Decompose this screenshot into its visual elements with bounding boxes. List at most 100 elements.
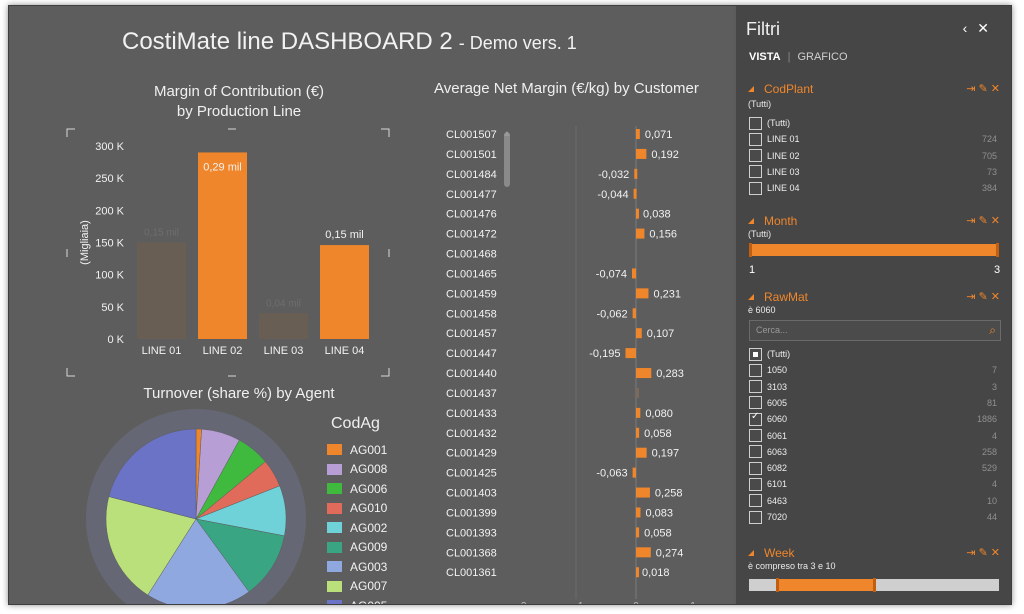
legend-item[interactable]: AG001 bbox=[327, 440, 387, 460]
codplant-summary: (Tutti) bbox=[748, 99, 772, 109]
clear-filter-icon[interactable]: ✕ bbox=[990, 547, 1003, 559]
close-icon[interactable]: ✕ bbox=[977, 20, 999, 36]
legend-item[interactable]: AG007 bbox=[327, 577, 387, 597]
search-icon[interactable]: ⌕ bbox=[989, 323, 996, 337]
tab-grafico[interactable]: GRAFICO bbox=[797, 51, 848, 63]
checkbox[interactable] bbox=[749, 445, 762, 459]
legend-item[interactable]: AG003 bbox=[327, 557, 387, 577]
filter-option[interactable]: 6063 258 bbox=[749, 445, 997, 459]
option-label: 6101 bbox=[767, 479, 788, 490]
checkbox[interactable] bbox=[749, 494, 762, 508]
filter-option[interactable]: 6101 4 bbox=[749, 477, 997, 491]
collapse-triangle-icon[interactable] bbox=[748, 550, 754, 556]
eraser-icon[interactable]: ✎ bbox=[978, 215, 991, 227]
filter-option[interactable]: 1050 7 bbox=[749, 363, 997, 377]
chart-corner-bracket bbox=[66, 128, 75, 137]
checkbox[interactable] bbox=[749, 347, 762, 361]
filter-option[interactable]: 6061 4 bbox=[749, 429, 997, 443]
checkbox[interactable] bbox=[749, 132, 762, 146]
slider-handle[interactable] bbox=[996, 243, 999, 257]
month-header[interactable]: Month bbox=[748, 214, 797, 228]
legend-item[interactable]: AG009 bbox=[327, 538, 387, 558]
bar bbox=[636, 547, 651, 558]
week-actions: ⇥✎✕ bbox=[966, 546, 1003, 559]
filter-option[interactable]: 3103 3 bbox=[749, 380, 997, 394]
checkbox[interactable] bbox=[749, 380, 762, 394]
filter-panel-controls: ‹✕ bbox=[963, 20, 999, 37]
clear-filter-icon[interactable]: ✕ bbox=[990, 215, 1003, 227]
collapse-triangle-icon[interactable] bbox=[748, 218, 754, 224]
net-margin-chart-title: Average Net Margin (€/kg) by Customer bbox=[434, 80, 699, 97]
category-label: CL001361 bbox=[446, 567, 497, 579]
eraser-icon[interactable]: ✎ bbox=[978, 83, 991, 95]
filter-option[interactable]: 7020 44 bbox=[749, 510, 997, 524]
filter-option[interactable]: 6060 1886 bbox=[749, 411, 997, 426]
filter-option[interactable]: 6463 10 bbox=[749, 494, 997, 508]
filter-option[interactable]: (Tutti) bbox=[749, 347, 997, 361]
filter-option[interactable]: 6082 529 bbox=[749, 461, 997, 475]
codplant-header[interactable]: CodPlant bbox=[748, 82, 813, 96]
filter-option[interactable]: LINE 03 73 bbox=[749, 165, 997, 179]
eraser-icon[interactable]: ✎ bbox=[978, 547, 991, 559]
month-slider[interactable] bbox=[749, 243, 999, 257]
data-label: 0,058 bbox=[644, 428, 672, 440]
category-label: CL001507 bbox=[446, 129, 497, 141]
expand-filter-icon[interactable]: ⇥ bbox=[966, 215, 979, 227]
checkbox[interactable] bbox=[749, 429, 762, 442]
filter-option[interactable]: LINE 01 724 bbox=[749, 132, 997, 146]
checkbox[interactable] bbox=[749, 165, 762, 179]
filter-option[interactable]: 6005 81 bbox=[749, 396, 997, 410]
slider-handle[interactable] bbox=[873, 578, 876, 592]
checkbox[interactable] bbox=[749, 510, 762, 524]
legend-item[interactable]: AG006 bbox=[327, 479, 387, 499]
rawmat-header[interactable]: RawMat bbox=[748, 290, 808, 304]
eraser-icon[interactable]: ✎ bbox=[978, 291, 991, 303]
filter-option[interactable]: (Tutti) bbox=[749, 116, 997, 130]
option-count: 3 bbox=[991, 381, 997, 392]
x-tick-label: -2 bbox=[518, 601, 527, 605]
checkbox[interactable] bbox=[749, 477, 762, 491]
filter-option[interactable]: LINE 02 705 bbox=[749, 149, 997, 163]
rawmat-search-input[interactable]: Cerca... ⌕ bbox=[749, 320, 1001, 341]
data-label: -0,195 bbox=[589, 348, 620, 360]
pie-legend: AG001 AG008 AG006 AG010 AG002 AG009 AG003 AG007… bbox=[327, 440, 387, 604]
legend-item[interactable]: AG010 bbox=[327, 499, 387, 519]
legend-label: AG008 bbox=[350, 462, 388, 477]
option-label: 6082 bbox=[767, 463, 788, 474]
checkbox[interactable] bbox=[749, 363, 762, 377]
data-label: -0,044 bbox=[597, 189, 628, 201]
checkbox[interactable] bbox=[749, 116, 762, 130]
legend-item[interactable]: AG005 bbox=[327, 596, 387, 604]
x-tick-label: 1 bbox=[690, 601, 696, 605]
checkbox[interactable] bbox=[749, 396, 762, 410]
expand-filter-icon[interactable]: ⇥ bbox=[966, 291, 979, 303]
week-label: Week bbox=[764, 546, 795, 560]
bar bbox=[636, 328, 642, 339]
slider-handle[interactable] bbox=[749, 243, 752, 257]
bar bbox=[320, 245, 369, 339]
clear-filter-icon[interactable]: ✕ bbox=[990, 83, 1003, 95]
search-placeholder: Cerca... bbox=[756, 325, 788, 335]
week-slider[interactable] bbox=[749, 578, 999, 592]
collapse-triangle-icon[interactable] bbox=[748, 294, 754, 300]
legend-swatch bbox=[327, 561, 342, 573]
expand-filter-icon[interactable]: ⇥ bbox=[966, 83, 979, 95]
week-header[interactable]: Week bbox=[748, 546, 794, 560]
chart-corner-bracket bbox=[381, 368, 390, 377]
checkbox[interactable] bbox=[749, 181, 762, 195]
legend-item[interactable]: AG008 bbox=[327, 460, 387, 480]
filter-option[interactable]: LINE 04 384 bbox=[749, 181, 997, 195]
checkbox[interactable] bbox=[749, 149, 762, 163]
expand-filter-icon[interactable]: ⇥ bbox=[966, 547, 979, 559]
collapse-icon[interactable]: ‹ bbox=[962, 20, 978, 36]
tab-vista[interactable]: VISTA bbox=[749, 51, 781, 63]
x-tick-label: -1 bbox=[575, 601, 584, 605]
slider-handle[interactable] bbox=[775, 578, 779, 592]
checkbox[interactable] bbox=[749, 461, 762, 475]
checkbox[interactable] bbox=[749, 411, 762, 426]
option-label: LINE 04 bbox=[767, 183, 800, 194]
clear-filter-icon[interactable]: ✕ bbox=[990, 291, 1003, 303]
dashboard-canvas: CostiMate line DASHBOARD 2- Demo vers. 1… bbox=[9, 6, 734, 604]
legend-item[interactable]: AG002 bbox=[327, 518, 387, 538]
collapse-triangle-icon[interactable] bbox=[748, 86, 754, 92]
